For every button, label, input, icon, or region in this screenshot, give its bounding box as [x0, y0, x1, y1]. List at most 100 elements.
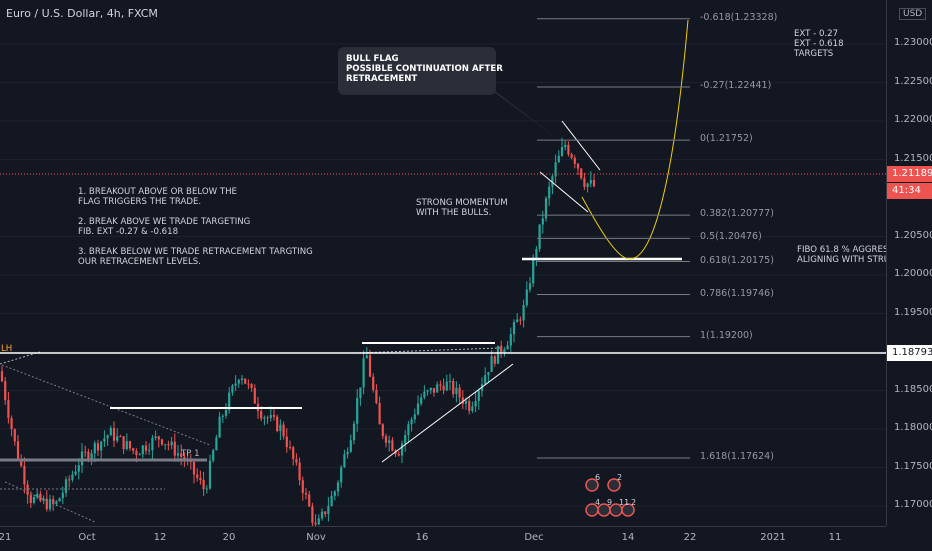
candle-body — [212, 450, 214, 460]
fib-level-label: 0.786(1.19746) — [700, 288, 774, 299]
candle-body — [407, 424, 409, 435]
candle-body — [71, 475, 73, 480]
candle-body — [135, 451, 137, 455]
candle-body — [513, 322, 515, 334]
candle-body — [110, 428, 112, 435]
candle-body — [516, 320, 518, 323]
candle-body — [244, 379, 246, 384]
candle-body — [459, 388, 461, 398]
fib-level-label: 1(1.19200) — [700, 330, 753, 341]
time-tick: Nov — [306, 532, 326, 543]
downtrend-line-2 — [5, 482, 95, 522]
ascending-trendline — [382, 364, 513, 462]
price-tick: 1.22000 — [894, 114, 932, 125]
callout-pointer — [486, 84, 562, 142]
candle-body — [30, 495, 32, 503]
fib-level-label: -0.27(1.22441) — [700, 80, 771, 91]
price-tick: 1.22500 — [894, 76, 932, 87]
candle-body — [519, 320, 521, 321]
price-axis[interactable]: USD 1.23000 1.22500 1.22000 1.21500 1.20500 1… — [886, 0, 932, 526]
fib-level-label: 0.618(1.20175) — [700, 255, 774, 266]
candle-body — [375, 390, 377, 403]
candle-body — [49, 499, 51, 509]
downtrend-line-1 — [2, 365, 210, 445]
event-count: 4 — [595, 498, 600, 508]
candle-body — [334, 492, 336, 496]
currency-button[interactable]: USD — [899, 8, 926, 20]
candle-body — [222, 416, 224, 417]
candle-body — [350, 440, 352, 452]
candle-body — [500, 346, 502, 352]
candle-body — [75, 472, 77, 475]
candle-body — [324, 512, 326, 514]
candle-body — [23, 466, 25, 485]
candle-body — [372, 377, 374, 390]
candle-body — [577, 164, 579, 169]
time-tick: 11 — [829, 532, 842, 543]
candle-body — [4, 381, 6, 400]
candle-body — [359, 387, 361, 398]
candle-body — [590, 180, 592, 183]
candle-body — [87, 452, 89, 459]
candle-body — [59, 498, 61, 501]
candle-body — [539, 224, 541, 248]
candle-body — [503, 349, 505, 352]
price-tick: 1.20500 — [894, 230, 932, 241]
candle-body — [411, 419, 413, 424]
event-count: 2 — [617, 473, 622, 483]
time-tick: 20 — [223, 532, 236, 543]
chart-grid — [0, 44, 886, 506]
candle-body — [363, 358, 365, 387]
candle-body — [542, 218, 544, 224]
candle-body — [321, 512, 323, 519]
candle-body — [366, 355, 368, 358]
candle-body — [174, 442, 176, 456]
time-tick: Dec — [524, 532, 543, 543]
candle-body — [203, 480, 205, 489]
candle-body — [465, 401, 467, 404]
candle-body — [446, 382, 448, 391]
candle-body — [177, 453, 179, 455]
candle-body — [558, 156, 560, 163]
candle-body — [340, 467, 342, 482]
candle-body — [436, 384, 438, 392]
candle-body — [382, 424, 384, 436]
candle-body — [452, 381, 454, 394]
candle-body — [302, 480, 304, 493]
candle-body — [548, 187, 550, 199]
candle-body — [126, 441, 128, 449]
candle-body — [491, 356, 493, 372]
candle-body — [171, 442, 173, 446]
time-tick: Oct — [78, 532, 95, 543]
price-tick: 1.23000 — [894, 37, 932, 48]
candle-body — [107, 435, 109, 438]
candle-body — [113, 428, 115, 441]
candle-body — [100, 442, 102, 451]
candle-body — [119, 436, 121, 437]
candle-body — [1, 371, 3, 381]
candle-body — [430, 388, 432, 390]
candle-body — [238, 380, 240, 383]
candle-body — [97, 443, 99, 450]
bull-flag-callout: BULL FLAG POSSIBLE CONTINUATION AFTER RE… — [338, 47, 496, 95]
candle-body — [193, 462, 195, 475]
candle-body — [209, 461, 211, 489]
candle-body — [148, 450, 150, 451]
candle-body — [68, 479, 70, 480]
projection-curve — [582, 20, 688, 259]
candle-body — [55, 501, 57, 504]
candle-body — [283, 425, 285, 437]
candle-body — [388, 440, 390, 442]
candle-body — [231, 386, 233, 393]
candle-body — [305, 493, 307, 494]
price-tick: 1.18000 — [894, 422, 932, 433]
time-axis[interactable]: 21 Oct 12 20 Nov 16 Dec 14 22 2021 11 — [0, 526, 886, 551]
candle-body — [155, 436, 157, 438]
candle-body — [561, 147, 563, 156]
candle-body — [151, 438, 153, 450]
candle-body — [497, 346, 499, 364]
candle-body — [327, 506, 329, 514]
candle-body — [417, 404, 419, 415]
candle-body — [484, 375, 486, 384]
candle-body — [379, 403, 381, 424]
